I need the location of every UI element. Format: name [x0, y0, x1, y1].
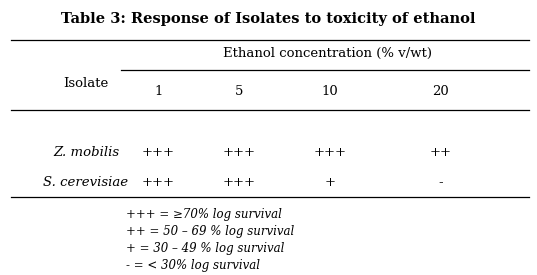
- Text: Z. mobilis: Z. mobilis: [53, 146, 119, 159]
- Text: Table 3: Response of Isolates to toxicity of ethanol: Table 3: Response of Isolates to toxicit…: [61, 12, 476, 26]
- Text: 20: 20: [432, 85, 449, 98]
- Text: ++ = 50 – 69 % log survival: ++ = 50 – 69 % log survival: [126, 225, 294, 238]
- Text: Ethanol concentration (% v/wt): Ethanol concentration (% v/wt): [223, 47, 432, 60]
- Text: +++: +++: [142, 176, 175, 189]
- Text: 1: 1: [154, 85, 163, 98]
- Text: +++ = ≥70% log survival: +++ = ≥70% log survival: [126, 208, 282, 221]
- Text: Isolate: Isolate: [63, 77, 108, 90]
- Text: + = 30 – 49 % log survival: + = 30 – 49 % log survival: [126, 242, 285, 255]
- Text: 5: 5: [235, 85, 243, 98]
- Text: -: -: [438, 176, 442, 189]
- Text: +++: +++: [142, 146, 175, 159]
- Text: S. cerevisiae: S. cerevisiae: [43, 176, 128, 189]
- Text: 10: 10: [322, 85, 339, 98]
- Text: +++: +++: [222, 146, 256, 159]
- Text: - = < 30% log survival: - = < 30% log survival: [126, 259, 260, 272]
- Text: +: +: [325, 176, 336, 189]
- Text: ++: ++: [430, 146, 451, 159]
- Text: +++: +++: [222, 176, 256, 189]
- Text: +++: +++: [314, 146, 347, 159]
